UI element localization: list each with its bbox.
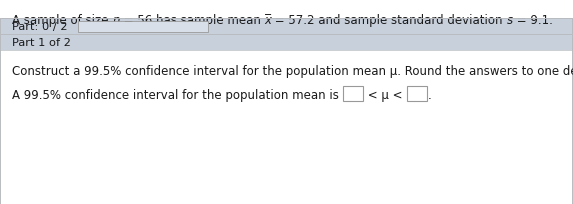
Text: = 57.2 and sample standard deviation: = 57.2 and sample standard deviation [272,14,507,27]
Text: Construct a 99.5% confidence interval for the population mean μ. Round the answe: Construct a 99.5% confidence interval fo… [12,65,573,78]
Bar [343,86,363,102]
Text: = 56 has sample mean: = 56 has sample mean [120,14,264,27]
Bar [407,86,427,102]
Text: .: . [428,89,432,102]
Bar [78,21,208,32]
Text: Part: 0 / 2: Part: 0 / 2 [12,22,68,32]
Text: Part 1 of 2: Part 1 of 2 [12,38,71,48]
Text: < μ <: < μ < [364,89,406,102]
Bar [0,19,573,35]
Text: n: n [112,14,120,27]
Bar [0,35,573,51]
Text: s: s [507,14,513,27]
Text: A sample of size: A sample of size [12,14,112,27]
Text: = 9.1.: = 9.1. [513,14,552,27]
Text: A 99.5% confidence interval for the population mean is: A 99.5% confidence interval for the popu… [12,89,339,102]
Text: x̅: x̅ [264,14,272,27]
Bar [0,51,573,204]
